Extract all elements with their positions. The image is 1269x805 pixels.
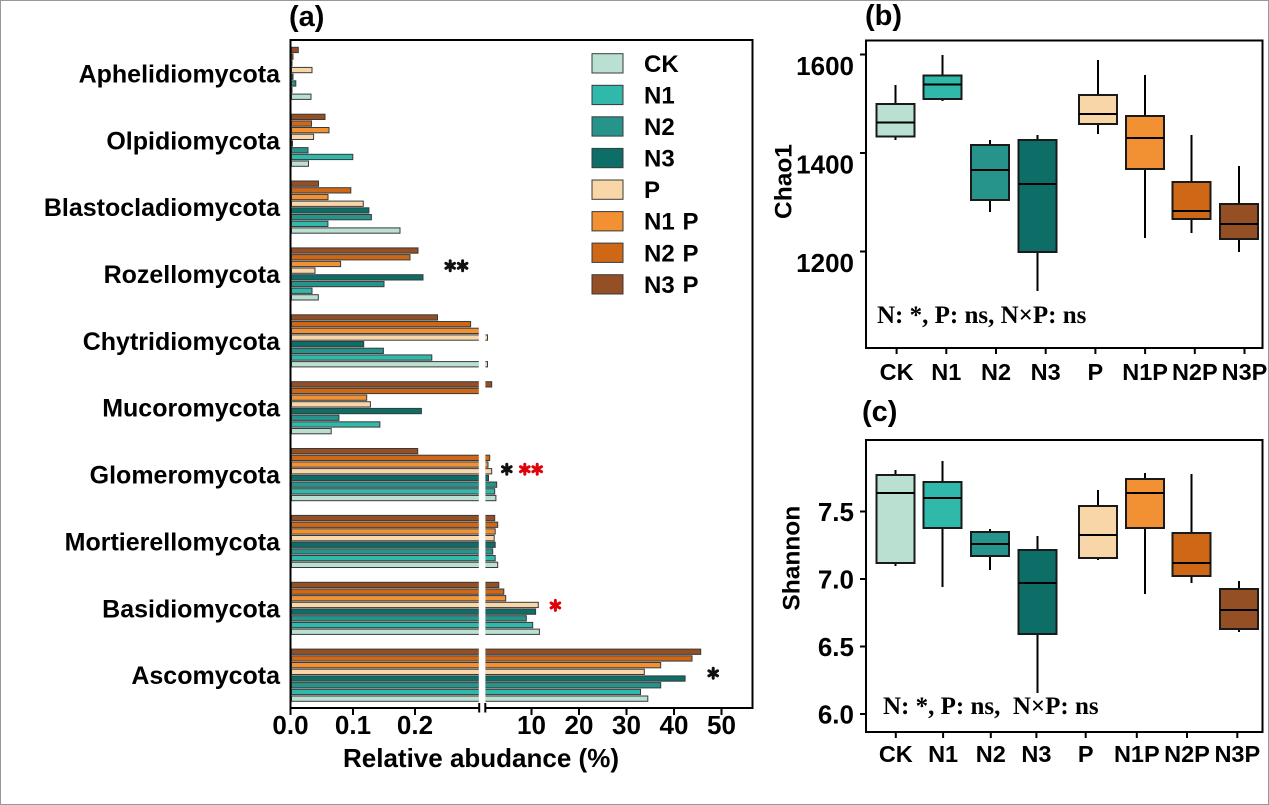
svg-text:(b): (b): [865, 1, 902, 32]
svg-text:N: *, P: ns, N×P: ns: N: *, P: ns, N×P: ns: [877, 302, 1087, 329]
svg-text:1600: 1600: [796, 51, 854, 81]
svg-text:0.0: 0.0: [272, 710, 308, 740]
svg-text:1400: 1400: [796, 150, 854, 180]
svg-text:CK: CK: [880, 359, 914, 385]
svg-text:Relative abudance (%): Relative abudance (%): [343, 743, 619, 773]
svg-text:N3: N3: [644, 272, 675, 299]
svg-text:Chytridiomycota: Chytridiomycota: [83, 328, 281, 356]
svg-text:Olpidiomycota: Olpidiomycota: [106, 127, 281, 155]
svg-text:N2: N2: [644, 114, 675, 141]
svg-text:N1P: N1P: [1122, 359, 1168, 385]
svg-text:P: P: [1088, 359, 1104, 385]
svg-text:40: 40: [660, 710, 689, 740]
svg-text:Blastocladiomycota: Blastocladiomycota: [44, 194, 281, 222]
svg-text:N1: N1: [644, 82, 675, 109]
svg-text:(c): (c): [862, 396, 897, 428]
svg-text:P: P: [683, 272, 699, 299]
svg-text:N3: N3: [644, 146, 675, 173]
svg-text:N1P: N1P: [1114, 741, 1160, 767]
svg-text:N2P: N2P: [1172, 359, 1218, 385]
svg-text:7.0: 7.0: [818, 565, 854, 595]
svg-text:0.2: 0.2: [397, 710, 433, 740]
svg-text:Rozellomycota: Rozellomycota: [104, 261, 282, 289]
svg-text:1200: 1200: [796, 248, 854, 278]
svg-text:Basidiomycota: Basidiomycota: [102, 595, 281, 623]
svg-text:6.5: 6.5: [818, 632, 854, 662]
svg-text:Aphelidiomycota: Aphelidiomycota: [79, 60, 282, 88]
svg-text:CK: CK: [644, 51, 679, 78]
svg-text:Glomeromycota: Glomeromycota: [90, 462, 281, 490]
svg-text:N: *, P: ns, N×P: ns: N: *, P: ns, N×P: ns: [883, 693, 1099, 720]
svg-text:P: P: [683, 240, 699, 267]
svg-text:N2: N2: [644, 240, 675, 267]
svg-text:N2P: N2P: [1164, 741, 1210, 767]
svg-text:Chao1: Chao1: [771, 144, 798, 219]
svg-text:Mortierellomycota: Mortierellomycota: [65, 529, 281, 557]
svg-text:N1: N1: [644, 209, 675, 236]
svg-text:N1: N1: [931, 359, 961, 385]
svg-text:N2: N2: [976, 741, 1006, 767]
svg-text:Shannon: Shannon: [779, 506, 806, 611]
svg-text:P: P: [1078, 741, 1094, 767]
svg-text:10: 10: [517, 710, 546, 740]
svg-text:N3P: N3P: [1214, 741, 1260, 767]
svg-text:N3P: N3P: [1222, 359, 1268, 385]
svg-text:Mucoromycota: Mucoromycota: [102, 395, 281, 423]
svg-text:Ascomycota: Ascomycota: [131, 662, 281, 690]
svg-text:N3: N3: [1031, 359, 1061, 385]
svg-text:(a): (a): [289, 1, 324, 33]
svg-text:N3: N3: [1021, 741, 1051, 767]
svg-text:N2: N2: [981, 359, 1011, 385]
svg-text:CK: CK: [879, 741, 913, 767]
svg-text:6.0: 6.0: [818, 700, 854, 730]
svg-text:20: 20: [565, 710, 594, 740]
svg-text:N1: N1: [928, 741, 958, 767]
svg-text:0.1: 0.1: [335, 710, 371, 740]
svg-text:7.5: 7.5: [818, 497, 854, 527]
svg-text:P: P: [683, 209, 699, 236]
svg-text:30: 30: [612, 710, 641, 740]
svg-text:P: P: [644, 177, 660, 204]
svg-text:50: 50: [707, 710, 736, 740]
